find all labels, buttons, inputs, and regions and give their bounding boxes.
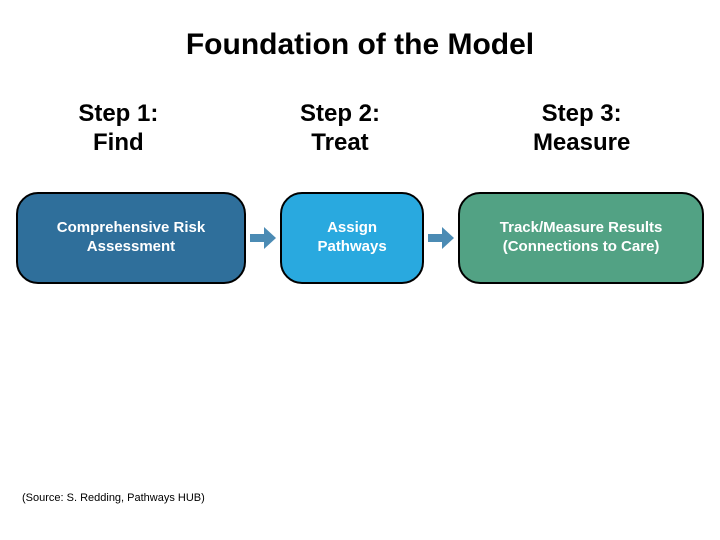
step-1-line1: Step 1: — [13, 100, 223, 129]
step-head-1: Step 1: Find — [13, 100, 223, 158]
box-treat-label: Assign Pathways — [307, 219, 396, 257]
slide-title-text: Foundation of the Model — [186, 28, 534, 61]
step-3-line2: Measure — [457, 129, 707, 158]
step-3-line1: Step 3: — [457, 100, 707, 129]
boxes-row: Comprehensive Risk Assessment Assign Pat… — [16, 192, 704, 284]
box-find-label: Comprehensive Risk Assessment — [47, 219, 215, 257]
source-text: (Source: S. Redding, Pathways HUB) — [22, 492, 205, 504]
arrow-2 — [424, 227, 458, 249]
slide-root: Foundation of the Model Step 1: Find Ste… — [0, 0, 720, 540]
box-treat: Assign Pathways — [280, 192, 425, 284]
step-head-3: Step 3: Measure — [457, 100, 707, 158]
box-measure-label: Track/Measure Results (Connections to Ca… — [490, 219, 673, 257]
arrow-1 — [246, 227, 280, 249]
steps-row: Step 1: Find Step 2: Treat Step 3: Measu… — [0, 100, 720, 158]
box-measure: Track/Measure Results (Connections to Ca… — [458, 192, 704, 284]
slide-title: Foundation of the Model — [0, 28, 720, 62]
box-find: Comprehensive Risk Assessment — [16, 192, 246, 284]
step-2-line1: Step 2: — [250, 100, 430, 129]
step-1-line2: Find — [13, 129, 223, 158]
step-2-line2: Treat — [250, 129, 430, 158]
source-citation: (Source: S. Redding, Pathways HUB) — [22, 492, 205, 504]
step-head-2: Step 2: Treat — [250, 100, 430, 158]
